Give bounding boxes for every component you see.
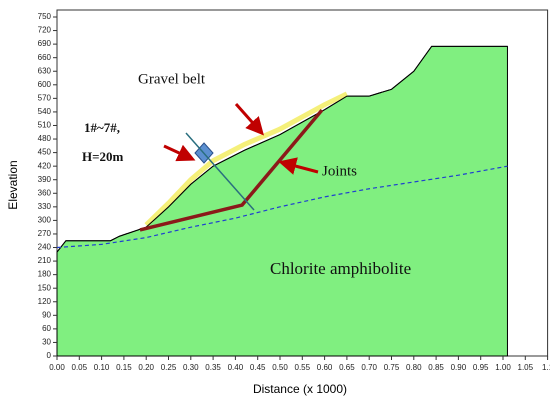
x-tick-label: 0.20 [138, 363, 154, 372]
annotation: Gravel belt [138, 71, 206, 87]
section-line [185, 132, 255, 211]
x-tick-label: 0.95 [473, 363, 489, 372]
x-tick-label: 1.05 [518, 363, 534, 372]
y-tick-label: 600 [38, 80, 52, 89]
y-tick-label: 390 [38, 175, 52, 184]
x-tick-label: 0.25 [161, 363, 177, 372]
x-tick-label: 0.65 [339, 363, 355, 372]
y-tick-label: 510 [38, 121, 52, 130]
annotation: Joints [322, 163, 357, 179]
y-tick-label: 660 [38, 53, 52, 62]
y-axis-label: Elevation [6, 160, 20, 209]
x-tick-label: 0.70 [361, 363, 377, 372]
annotation: H=20m [82, 149, 124, 164]
y-tick-label: 360 [38, 188, 52, 197]
plot-area: 0 30 60 90 120 150 180 210 240 270 300 330 360 390 420… [38, 9, 550, 372]
x-tick-label: 0.80 [406, 363, 422, 372]
y-tick-label: 330 [38, 202, 52, 211]
annotation: 1#~7#, [84, 120, 120, 135]
joints [139, 108, 324, 232]
arrow [234, 103, 264, 136]
x-tick-label: 0.00 [49, 363, 65, 372]
x-tick-label: 0.55 [295, 363, 311, 372]
x-tick-label: 0.05 [72, 363, 88, 372]
annotation: Chlorite amphibolite [270, 259, 411, 278]
y-tick-label: 750 [38, 12, 52, 21]
x-tick-label: 1.00 [495, 363, 511, 372]
x-tick-label: 0.40 [228, 363, 244, 372]
y-tick-label: 0 [47, 351, 52, 360]
x-tick-label: 0.35 [205, 363, 221, 372]
y-tick-label: 240 [38, 243, 52, 252]
y-tick-label: 720 [38, 26, 52, 35]
y-tick-label: 150 [38, 283, 52, 292]
y-tick-label: 570 [38, 93, 52, 102]
y-tick-label: 420 [38, 161, 52, 170]
y-tick-label: 450 [38, 148, 52, 157]
y-tick-label: 30 [42, 338, 51, 347]
x-tick-label: 0.30 [183, 363, 199, 372]
y-tick-label: 180 [38, 270, 52, 279]
arrow [163, 144, 196, 162]
y-tick-label: 60 [42, 324, 51, 333]
x-tick-label: 0.50 [272, 363, 288, 372]
ground-surface [56, 45, 508, 253]
x-tick-label: 0.45 [250, 363, 266, 372]
y-tick-label: 690 [38, 39, 52, 48]
x-tick-label: 0.85 [428, 363, 444, 372]
x-tick-label: 0.60 [317, 363, 333, 372]
y-tick-label: 300 [38, 216, 52, 225]
arrow [278, 157, 319, 175]
y-tick-label: 270 [38, 229, 52, 238]
y-tick-label: 210 [38, 256, 52, 265]
x-tick-label: 0.75 [384, 363, 400, 372]
y-tick-label: 90 [42, 310, 51, 319]
water-table [56, 165, 508, 249]
y-tick-label: 480 [38, 134, 52, 143]
gravel-belt [144, 91, 348, 227]
x-axis-label: Distance (x 1000) [253, 382, 347, 396]
y-tick-label: 540 [38, 107, 52, 116]
y-tick-label: 120 [38, 297, 52, 306]
x-tick-label: 0.90 [451, 363, 467, 372]
x-tick-label: 1.1 [542, 363, 550, 372]
y-tick-label: 630 [38, 66, 52, 75]
x-tick-label: 0.10 [94, 363, 110, 372]
x-tick-label: 0.15 [116, 363, 132, 372]
